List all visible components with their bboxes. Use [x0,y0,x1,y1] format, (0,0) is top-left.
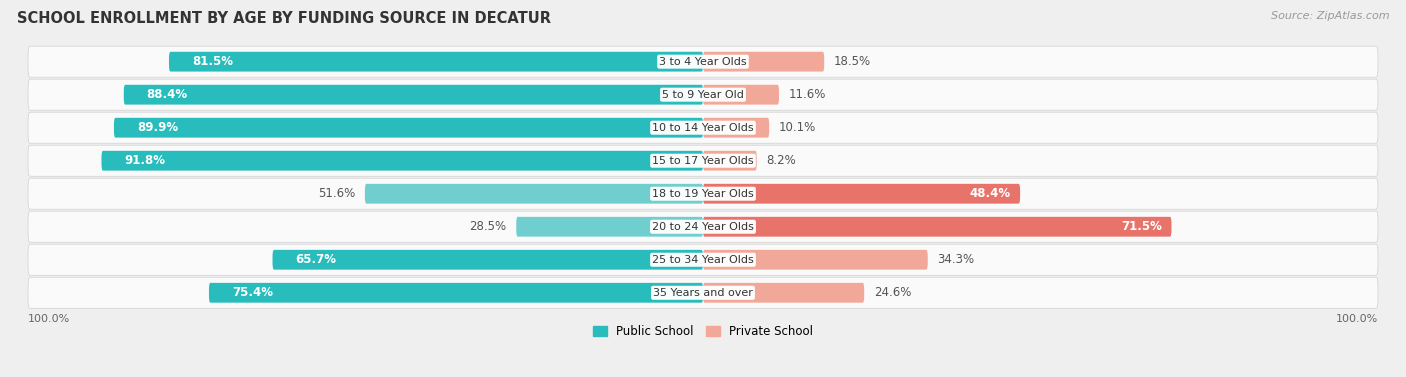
FancyBboxPatch shape [101,151,703,171]
FancyBboxPatch shape [366,184,703,204]
FancyBboxPatch shape [28,277,1378,308]
Text: 8.2%: 8.2% [766,154,796,167]
FancyBboxPatch shape [28,211,1378,242]
Text: 18.5%: 18.5% [834,55,872,68]
Text: 51.6%: 51.6% [318,187,356,200]
Text: 10.1%: 10.1% [779,121,817,134]
Text: 3 to 4 Year Olds: 3 to 4 Year Olds [659,57,747,67]
Text: 89.9%: 89.9% [136,121,179,134]
Text: 48.4%: 48.4% [969,187,1011,200]
Text: 24.6%: 24.6% [875,286,911,299]
FancyBboxPatch shape [703,118,769,138]
FancyBboxPatch shape [703,85,779,104]
Text: Source: ZipAtlas.com: Source: ZipAtlas.com [1271,11,1389,21]
Text: 34.3%: 34.3% [938,253,974,266]
Text: 11.6%: 11.6% [789,88,827,101]
Text: 15 to 17 Year Olds: 15 to 17 Year Olds [652,156,754,166]
FancyBboxPatch shape [703,283,865,303]
FancyBboxPatch shape [703,184,1021,204]
Text: 100.0%: 100.0% [1336,314,1378,324]
FancyBboxPatch shape [703,217,1171,237]
FancyBboxPatch shape [703,250,928,270]
Text: 91.8%: 91.8% [124,154,166,167]
FancyBboxPatch shape [209,283,703,303]
FancyBboxPatch shape [516,217,703,237]
Text: 5 to 9 Year Old: 5 to 9 Year Old [662,90,744,100]
FancyBboxPatch shape [28,244,1378,275]
FancyBboxPatch shape [28,46,1378,77]
FancyBboxPatch shape [273,250,703,270]
Text: 18 to 19 Year Olds: 18 to 19 Year Olds [652,189,754,199]
Text: 25 to 34 Year Olds: 25 to 34 Year Olds [652,255,754,265]
Text: 71.5%: 71.5% [1121,220,1161,233]
Text: 81.5%: 81.5% [191,55,233,68]
Text: 35 Years and over: 35 Years and over [652,288,754,298]
Text: 75.4%: 75.4% [232,286,273,299]
FancyBboxPatch shape [28,178,1378,209]
FancyBboxPatch shape [28,145,1378,176]
FancyBboxPatch shape [28,112,1378,143]
Text: 65.7%: 65.7% [295,253,336,266]
Text: 20 to 24 Year Olds: 20 to 24 Year Olds [652,222,754,232]
Text: SCHOOL ENROLLMENT BY AGE BY FUNDING SOURCE IN DECATUR: SCHOOL ENROLLMENT BY AGE BY FUNDING SOUR… [17,11,551,26]
Legend: Public School, Private School: Public School, Private School [588,320,818,343]
FancyBboxPatch shape [169,52,703,72]
FancyBboxPatch shape [114,118,703,138]
FancyBboxPatch shape [703,52,824,72]
Text: 28.5%: 28.5% [470,220,506,233]
Text: 100.0%: 100.0% [28,314,70,324]
Text: 10 to 14 Year Olds: 10 to 14 Year Olds [652,123,754,133]
Text: 88.4%: 88.4% [146,88,188,101]
FancyBboxPatch shape [124,85,703,104]
FancyBboxPatch shape [28,79,1378,110]
FancyBboxPatch shape [703,151,756,171]
